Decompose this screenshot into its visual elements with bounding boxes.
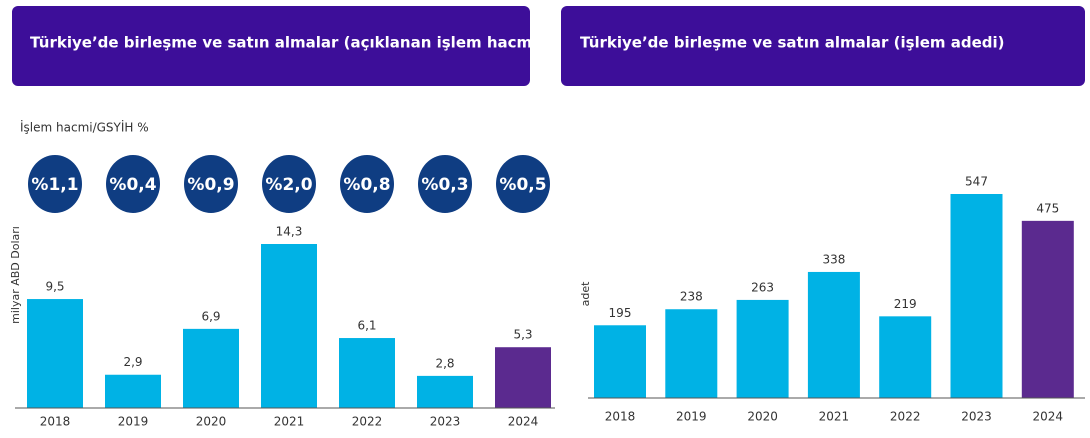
value-label: 475 [1036, 201, 1059, 215]
x-tick-label: 2018 [605, 410, 636, 424]
value-label: 195 [609, 306, 632, 320]
bar [1021, 220, 1074, 398]
ratio-badge [262, 155, 316, 213]
value-label: 6,9 [201, 309, 220, 323]
x-tick-label: 2023 [430, 415, 461, 429]
ratio-badge [340, 155, 394, 213]
ratio-label: %0,4 [109, 175, 156, 195]
header-box [561, 6, 1085, 86]
bar [417, 375, 473, 408]
bar [594, 325, 646, 398]
bar [27, 299, 83, 408]
value-label: 238 [680, 290, 703, 304]
bar [950, 194, 1003, 398]
x-tick-label: 2023 [961, 410, 992, 424]
value-label: 547 [965, 175, 988, 189]
ratio-badge [184, 155, 238, 213]
chart-title: Türkiye’de birleşme ve satın almalar (iş… [580, 34, 1005, 52]
value-label: 2,8 [435, 356, 454, 370]
x-tick-label: 2022 [352, 415, 383, 429]
bar [736, 299, 789, 398]
ratio-badge [418, 155, 472, 213]
bar [807, 271, 860, 398]
x-tick-label: 2021 [819, 410, 850, 424]
ratio-badge [106, 155, 160, 213]
bar [495, 347, 551, 408]
ratio-title: İşlem hacmi/GSYİH % [20, 120, 149, 135]
y-axis-label: milyar ABD Doları [9, 226, 22, 324]
ratio-badge [28, 155, 82, 213]
ratio-label: %2,0 [265, 175, 312, 195]
ratio-label: %0,3 [421, 175, 468, 195]
x-tick-label: 2019 [118, 415, 149, 429]
x-tick-label: 2024 [1033, 410, 1064, 424]
x-tick-label: 2020 [196, 415, 227, 429]
x-tick-label: 2024 [508, 415, 539, 429]
value-label: 338 [822, 252, 845, 266]
ratio-label: %0,5 [499, 175, 546, 195]
x-tick-label: 2021 [274, 415, 305, 429]
y-axis-label: adet [579, 281, 592, 306]
bar [339, 338, 395, 408]
chart-title: Türkiye’de birleşme ve satın almalar (aç… [30, 34, 544, 52]
ratio-badge [496, 155, 550, 213]
value-label: 6,1 [357, 319, 376, 333]
bar [105, 374, 161, 408]
value-label: 5,3 [513, 328, 532, 342]
value-label: 263 [751, 280, 774, 294]
header-box [12, 6, 530, 86]
x-tick-label: 2018 [40, 415, 71, 429]
ratio-label: %0,9 [187, 175, 234, 195]
bar [879, 316, 932, 398]
x-tick-label: 2020 [747, 410, 778, 424]
bar [261, 244, 317, 408]
ratio-label: %1,1 [31, 175, 78, 195]
value-label: 219 [894, 297, 917, 311]
value-label: 9,5 [45, 280, 64, 294]
bar [183, 328, 239, 408]
bar [665, 309, 718, 398]
value-label: 14,3 [276, 225, 303, 239]
value-label: 2,9 [123, 355, 142, 369]
x-tick-label: 2022 [890, 410, 921, 424]
ratio-label: %0,8 [343, 175, 390, 195]
x-tick-label: 2019 [676, 410, 707, 424]
